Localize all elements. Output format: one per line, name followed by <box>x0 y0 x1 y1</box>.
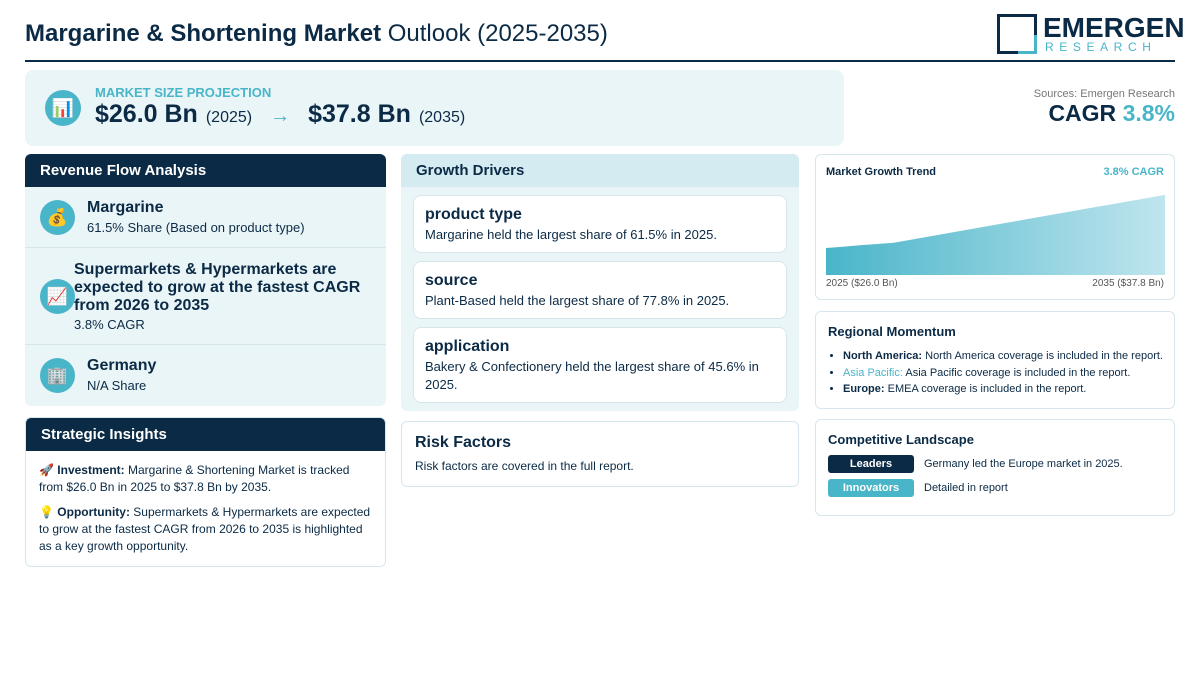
trend-start-label: 2025 ($26.0 Bn) <box>826 278 898 289</box>
start-value: $26.0 Bn <box>95 100 198 128</box>
logo-mark-icon <box>997 14 1037 54</box>
investment-insight: 🚀 Investment: Margarine & Shortening Mar… <box>39 462 374 496</box>
regional-momentum-title: Regional Momentum <box>828 324 956 339</box>
revenue-item-subtitle: 3.8% CAGR <box>74 317 145 332</box>
driver-title: source <box>425 272 478 289</box>
revenue-item-title: Supermarkets & Hypermarkets are expected… <box>74 261 361 314</box>
trend-area <box>826 194 1165 275</box>
opportunity-label: Opportunity: <box>57 505 130 519</box>
right-arrow-icon: → <box>270 105 291 127</box>
logo-sub-text: RESEARCH <box>1045 40 1157 54</box>
region-name: North America: <box>843 350 923 362</box>
trend-title: Market Growth Trend <box>826 166 937 178</box>
list-item: North America: North America coverage is… <box>843 348 1168 365</box>
rocket-icon: 🚀 <box>39 463 54 477</box>
driver-card: application Bakery & Confectionery held … <box>413 327 787 403</box>
driver-card: product type Margarine held the largest … <box>413 195 787 253</box>
investment-label: Investment: <box>57 463 125 477</box>
projection-values: $26.0 Bn (2025) → $37.8 Bn (2035) <box>95 100 465 129</box>
innovators-text: Detailed in report <box>924 482 1008 494</box>
region-name: Asia Pacific: <box>843 366 903 379</box>
cagr-label: CAGR <box>1048 100 1117 126</box>
strategic-insights-panel: Strategic Insights 🚀 Investment: Margari… <box>25 417 386 567</box>
driver-text: Plant-Based held the largest share of 77… <box>425 293 730 308</box>
risk-factors-text: Risk factors are covered in the full rep… <box>415 459 634 473</box>
cagr-headline: CAGR 3.8% <box>1048 100 1175 127</box>
cagr-value: 3.8% <box>1122 100 1175 126</box>
projection-label: MARKET SIZE PROJECTION <box>95 85 272 100</box>
region-text: EMEA coverage is included in the report. <box>887 383 1087 395</box>
page-title-bold: Margarine & Shortening Market <box>25 20 382 47</box>
start-year: (2025) <box>205 109 253 126</box>
driver-card: source Plant-Based held the largest shar… <box>413 261 787 319</box>
competitive-landscape-title: Competitive Landscape <box>828 432 974 447</box>
revenue-item-title: Germany <box>87 357 157 374</box>
light-bulb-icon: 💡 <box>39 505 54 519</box>
regional-momentum-panel: Regional Momentum North America: North A… <box>815 311 1175 409</box>
investment-text: Margarine & Shortening Market is tracked… <box>39 463 350 494</box>
opportunity-insight: 💡 Opportunity: Supermarkets & Hypermarke… <box>39 504 374 555</box>
logo-main-text: EMERGEN <box>1043 12 1185 43</box>
regional-list: North America: North America coverage is… <box>843 348 1168 398</box>
region-name: Europe: <box>843 383 885 395</box>
page-title-rest: Outlook (2025-2035) <box>387 20 608 47</box>
innovators-tag: Innovators <box>828 479 914 497</box>
strategic-insights-title: Strategic Insights <box>26 418 385 451</box>
page-title: Margarine & Shortening Market Outlook (2… <box>25 20 608 48</box>
revenue-item-subtitle: N/A Share <box>87 378 147 393</box>
trend-chart <box>826 194 1165 275</box>
emergen-logo: EMERGEN RESEARCH <box>997 12 1185 56</box>
market-growth-trend-panel: Market Growth Trend 3.8% CAGR 2025 ($26.… <box>815 154 1175 300</box>
end-year: (2035) <box>418 109 466 126</box>
office-building-icon: 🏢 <box>40 358 75 393</box>
revenue-item-title: Margarine <box>87 199 164 216</box>
competitive-landscape-panel: Competitive Landscape Leaders Germany le… <box>815 419 1175 516</box>
end-value: $37.8 Bn <box>308 100 411 128</box>
revenue-item: 💰 Margarine 61.5% Share (Based on produc… <box>25 187 386 248</box>
growth-drivers-title: Growth Drivers <box>401 154 799 187</box>
revenue-flow-title: Revenue Flow Analysis <box>25 154 386 187</box>
market-size-projection: 📊 MARKET SIZE PROJECTION $26.0 Bn (2025)… <box>25 70 844 146</box>
driver-title: product type <box>425 206 522 223</box>
trend-end-label: 2035 ($37.8 Bn) <box>1092 278 1164 289</box>
growth-drivers-panel: Growth Drivers product type Margarine he… <box>401 154 799 411</box>
driver-text: Bakery & Confectionery held the largest … <box>425 359 759 392</box>
opportunity-text: Supermarkets & Hypermarkets are expected… <box>39 505 371 553</box>
leaders-text: Germany led the Europe market in 2025. <box>924 458 1123 470</box>
leaders-tag: Leaders <box>828 455 914 473</box>
sources-note: Sources: Emergen Research <box>1033 88 1175 100</box>
risk-factors-title: Risk Factors <box>415 434 512 451</box>
money-bag-icon: 💰 <box>40 200 75 235</box>
chart-increasing-icon: 📈 <box>40 279 75 314</box>
revenue-flow-panel: Revenue Flow Analysis 💰 Margarine 61.5% … <box>25 154 386 406</box>
driver-text: Margarine held the largest share of 61.5… <box>425 227 717 242</box>
list-item: Asia Pacific: Asia Pacific coverage is i… <box>843 365 1168 382</box>
risk-factors-panel: Risk Factors Risk factors are covered in… <box>401 421 799 487</box>
region-text: North America coverage is included in th… <box>925 350 1163 362</box>
trend-cagr-label: 3.8% CAGR <box>1103 166 1164 178</box>
revenue-item: 📈 Supermarkets & Hypermarkets are expect… <box>25 248 386 345</box>
driver-title: application <box>425 338 510 355</box>
revenue-item: 🏢 Germany N/A Share <box>25 345 386 406</box>
region-text: Asia Pacific coverage is included in the… <box>905 366 1131 379</box>
list-item: Europe: EMEA coverage is included in the… <box>843 381 1168 398</box>
page-header: Margarine & Shortening Market Outlook (2… <box>25 10 1185 62</box>
bar-chart-icon: 📊 <box>45 90 81 126</box>
revenue-item-subtitle: 61.5% Share (Based on product type) <box>87 220 305 235</box>
